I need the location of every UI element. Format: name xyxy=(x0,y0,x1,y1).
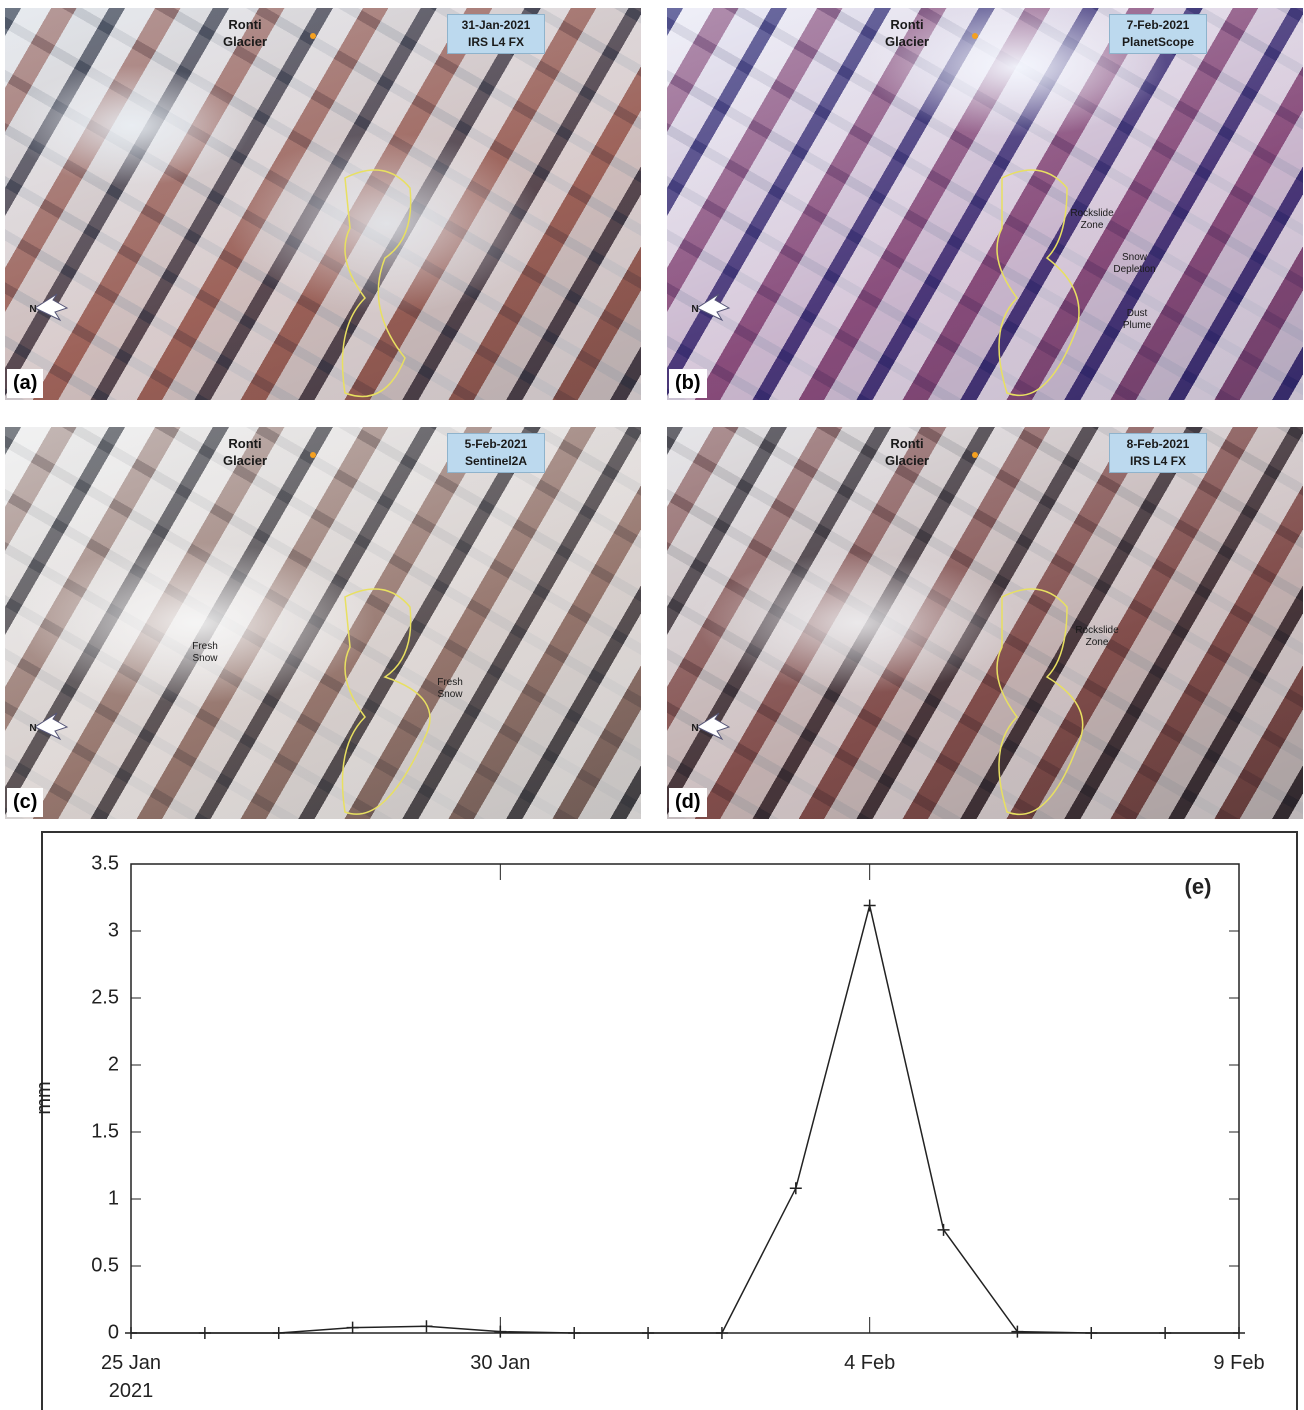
image-panel: Ronti Glacier 7-Feb-2021 PlanetScope Rock… xyxy=(667,8,1303,400)
point-marker xyxy=(494,1325,507,1338)
north: N xyxy=(29,723,37,734)
north: N xyxy=(29,304,37,315)
sensor: IRS L4 FX xyxy=(1129,454,1186,468)
point-marker xyxy=(642,1327,655,1339)
overlay xyxy=(33,452,431,815)
date: 31-Jan-2021 xyxy=(461,18,531,32)
y-axis-label: mm xyxy=(33,1081,55,1114)
north: N xyxy=(691,304,699,315)
point-marker xyxy=(125,1327,137,1339)
y-tick-label: 1.5 xyxy=(91,1120,119,1142)
point-marker xyxy=(715,1327,728,1339)
sensor: PlanetScope xyxy=(1121,35,1195,49)
overlay xyxy=(695,452,1084,816)
panel-label: (c) xyxy=(7,788,44,817)
y-tick-label: 0.5 xyxy=(91,1254,119,1276)
info-box: 7-Feb-2021 PlanetScope xyxy=(1109,14,1207,54)
annotation: Rockslide Zone xyxy=(1070,208,1114,231)
y-tick-label: 1 xyxy=(108,1187,119,1209)
y-tick-label: 3.5 xyxy=(91,852,119,874)
annotation: Snow Depletion xyxy=(1113,252,1156,275)
point-marker xyxy=(346,1321,359,1334)
point-marker xyxy=(568,1327,581,1339)
overlay xyxy=(695,33,1080,397)
glacier-label: Ronti Glacier xyxy=(884,17,930,49)
image-panel: Ronti Glacier 8-Feb-2021 IRS L4 FX Rocksl… xyxy=(667,427,1303,819)
point-marker xyxy=(1011,1325,1024,1338)
glacier-label: Ronti Glacier xyxy=(884,436,930,468)
point-marker xyxy=(1159,1327,1172,1339)
annotation: Fresh Snow xyxy=(437,677,463,700)
point-marker xyxy=(272,1327,285,1339)
x-tick-label: 25 Jan 2021 xyxy=(101,1352,161,1402)
point-marker xyxy=(198,1327,211,1339)
point-marker xyxy=(789,1182,802,1195)
north: N xyxy=(691,723,699,734)
y-tick-label: 2 xyxy=(108,1053,119,1075)
x-tick-label: 4 Feb xyxy=(844,1352,895,1374)
y-tick-label: 3 xyxy=(108,919,119,941)
x-tick-label: 9 Feb xyxy=(1213,1352,1264,1374)
date: 7-Feb-2021 xyxy=(1126,18,1190,32)
panel-label: (d) xyxy=(669,788,707,817)
panel-label: (e) xyxy=(1185,874,1212,899)
date: 5-Feb-2021 xyxy=(464,437,528,451)
overlay xyxy=(33,33,412,398)
annotation: Dust Plume xyxy=(1122,308,1152,331)
point-marker xyxy=(937,1223,950,1236)
glacier-label: Ronti Glacier xyxy=(222,17,268,49)
info-box: 31-Jan-2021 IRS L4 FX xyxy=(447,14,545,54)
point-marker xyxy=(1085,1327,1098,1339)
sensor: IRS L4 FX xyxy=(467,35,524,49)
sensor: Sentinel2A xyxy=(464,454,527,468)
point-marker xyxy=(420,1320,433,1333)
annotation: Fresh Snow xyxy=(192,641,218,664)
info-box: 5-Feb-2021 Sentinel2A xyxy=(447,433,545,473)
chart-frame xyxy=(41,831,1298,1410)
point-marker xyxy=(1233,1327,1245,1339)
point-marker xyxy=(863,899,876,912)
y-tick-label: 0 xyxy=(108,1321,119,1343)
panel-label: (a) xyxy=(7,369,44,398)
panel-label: (b) xyxy=(669,369,707,398)
image-panel: Ronti Glacier 31-Jan-2021 IRS L4 FX N (a) xyxy=(5,8,641,400)
x-tick-label: 30 Jan xyxy=(470,1352,530,1374)
series-line xyxy=(131,905,1239,1334)
chart: (e) mm 0 0.5 1 1.5 2 2.5 3 3.5 25 Jan 2021 30 Jan 4… xyxy=(33,831,1298,1410)
glacier-label: Ronti Glacier xyxy=(222,436,268,468)
annotation: Rockslide Zone xyxy=(1075,625,1119,648)
image-panel: Ronti Glacier 5-Feb-2021 Sentinel2A Fresh… xyxy=(5,427,641,819)
y-tick-label: 2.5 xyxy=(91,986,119,1008)
info-box: 8-Feb-2021 IRS L4 FX xyxy=(1109,433,1207,473)
date: 8-Feb-2021 xyxy=(1126,437,1190,451)
